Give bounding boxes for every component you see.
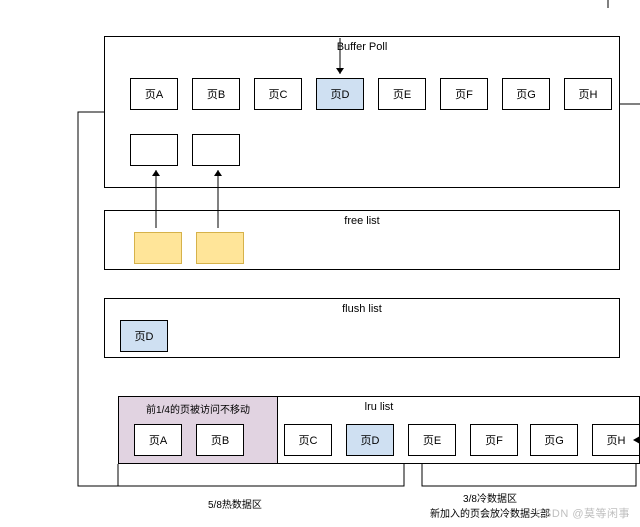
lru-cell-7: 页H [592, 424, 640, 456]
buffer-cell-1: 页B [192, 78, 240, 110]
buffer-cell-2: 页C [254, 78, 302, 110]
flush-list-title: flush list [105, 303, 619, 315]
buffer-cell-5: 页F [440, 78, 488, 110]
buffer-cell-0: 页A [130, 78, 178, 110]
buffer-cell-4: 页E [378, 78, 426, 110]
buffer-cell-6: 页G [502, 78, 550, 110]
free-item-0 [134, 232, 182, 264]
buffer-cell-9 [192, 134, 240, 166]
lru-cell-2: 页C [284, 424, 332, 456]
watermark: CSDN @莫等闲事 [536, 505, 630, 521]
free-list-title: free list [105, 215, 619, 227]
lru-hot-region-title: 前1/4的页被访问不移动 [119, 401, 277, 416]
flush-cell-0: 页D [120, 320, 168, 352]
lru-cell-3: 页D [346, 424, 394, 456]
lru-cell-4: 页E [408, 424, 456, 456]
free-item-1 [196, 232, 244, 264]
buffer-cell-7: 页H [564, 78, 612, 110]
note-hot-zone: 5/8热数据区 [208, 496, 262, 511]
lru-cell-1: 页B [196, 424, 244, 456]
lru-cell-6: 页G [530, 424, 578, 456]
lru-cell-5: 页F [470, 424, 518, 456]
flush-list-section: flush list [104, 298, 620, 358]
buffer-cell-8 [130, 134, 178, 166]
buffer-pool-section: Buffer Poll [104, 36, 620, 188]
buffer-pool-title: Buffer Poll [105, 41, 619, 53]
note-cold-zone: 3/8冷数据区 新加入的页会放冷数据头部 [430, 490, 550, 520]
lru-cell-0: 页A [134, 424, 182, 456]
buffer-cell-3: 页D [316, 78, 364, 110]
